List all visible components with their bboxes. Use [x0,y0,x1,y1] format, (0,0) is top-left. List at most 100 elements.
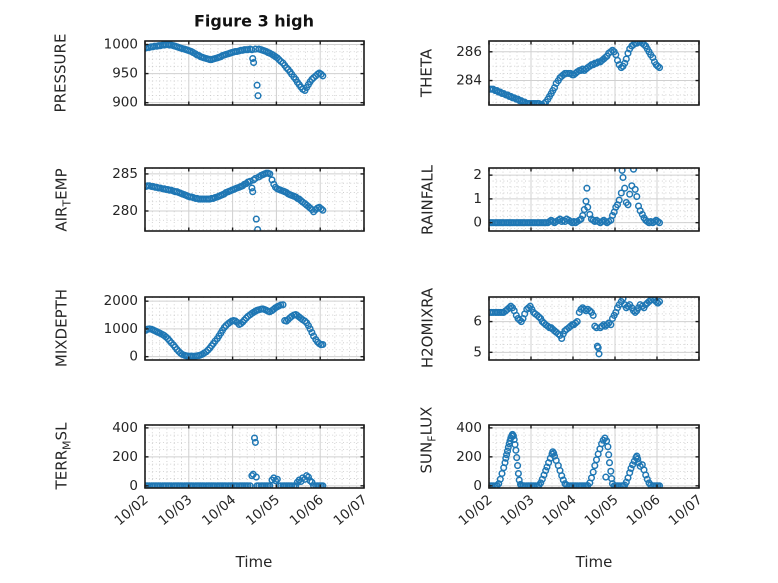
terr-msl-xtick-label: 10/06 [287,492,327,529]
ylabel-air-temp: AIRTEMP [53,168,74,231]
ylabel-terr-msl-sub: M [60,440,74,450]
pressure-subplot: 900 950 1000 [104,36,365,111]
sun-flux-ticks [488,425,700,488]
h2omixra-ytick-labels: 56 [473,314,482,361]
air-temp-ytick-labels: 280 285 [112,166,138,219]
air-temp-ytick-label: 285 [112,166,138,182]
terr-msl-ytick-labels: 0 200 400 [112,420,138,494]
sun-flux-xtick-label: 10/07 [665,492,705,529]
rainfall-ytick-label: 1 [473,191,482,207]
ylabel-pressure: PRESSURE [52,34,73,113]
h2omixra-frame [488,296,700,361]
rainfall-data-points [489,168,664,227]
sun-flux-xtick-label: 10/05 [581,492,621,529]
xlabel-time-right: Time [575,553,613,571]
theta-ytick-label: 284 [456,73,482,89]
ylabel-h2omixra-text: H2OMIXRA [418,287,437,369]
terr-msl-xtick-label: 10/04 [199,492,239,529]
air-temp-ytick-label: 280 [112,203,138,219]
terr-msl-subplot: 0 200 400 10/02 10/03 10/04 10/05 10/06 10/07 [111,420,370,529]
h2omixra-subplot: 56 [473,296,700,361]
air-temp-data-points [145,169,327,231]
sun-flux-ytick-label: 0 [473,478,482,494]
ylabel-theta: THETA [418,49,439,97]
sun-flux-xtick-labels: 10/02 10/03 10/04 10/05 10/06 10/07 [455,492,705,529]
terr-msl-ytick-label: 0 [129,478,138,494]
mixdepth-ytick-label: 0 [129,349,138,365]
terr-msl-xtick-labels: 10/02 10/03 10/04 10/05 10/06 10/07 [111,492,370,529]
pressure-ytick-label: 950 [112,66,138,82]
terr-msl-xtick-label: 10/02 [111,492,151,529]
pressure-ytick-label: 1000 [104,36,138,52]
air-temp-ticks [144,168,365,231]
ylabel-rainfall: RAINFALL [419,165,440,235]
mixdepth-data-points [145,301,327,360]
terr-msl-ytick-label: 200 [112,449,138,465]
theta-ytick-labels: 284 286 [456,44,482,89]
rainfall-ytick-label: 0 [473,215,482,231]
rainfall-ticks [488,168,700,231]
theta-data-points [489,41,664,105]
terr-msl-xtick-label: 10/03 [155,492,195,529]
h2omixra-ytick-label: 6 [473,314,482,330]
terr-msl-ytick-label: 400 [112,420,138,436]
ylabel-terr-msl: TERRMSL [53,423,74,490]
ylabel-sun-flux-sub: F [425,435,439,442]
air-temp-subplot: 280 285 [112,166,365,232]
figure-title: Figure 3 high [194,11,314,31]
pressure-ticks [144,41,365,105]
ylabel-air-temp-sub: T [60,199,74,207]
ylabel-air-temp-post: EMP [52,168,71,200]
sun-flux-major-grid [489,425,699,488]
terr-msl-data-points [145,434,327,488]
theta-ytick-label: 286 [456,44,482,60]
ylabel-sun-flux: SUNFLUX [418,407,439,474]
ylabel-sun-flux-text: SUN [417,441,436,474]
mixdepth-ytick-label: 1000 [104,321,138,337]
pressure-data-points [145,41,327,100]
mixdepth-ticks [144,297,365,360]
rainfall-subplot: 0 1 2 [473,167,700,232]
ylabel-sun-flux-post: LUX [417,406,436,436]
ylabel-air-temp-text: AIR [52,206,71,232]
ylabel-pressure-text: PRESSURE [51,33,70,113]
h2omixra-ticks [488,297,700,360]
h2omixra-ytick-label: 5 [473,344,482,360]
ylabel-mixdepth-text: MIXDEPTH [52,288,71,368]
sun-flux-xtick-label: 10/02 [455,492,495,529]
mixdepth-ytick-label: 2000 [104,293,138,309]
terr-msl-xtick-label: 10/05 [243,492,283,529]
air-temp-frame [144,167,365,232]
sun-flux-xtick-label: 10/03 [497,492,537,529]
xlabel-time-left: Time [235,553,273,571]
sun-flux-subplot: 0 200 400 10/02 10/03 10/04 10/05 10/06 10/07 [455,420,705,529]
theta-minor-grid [489,41,699,105]
ylabel-theta-text: THETA [417,48,436,98]
theta-subplot: 284 286 [456,40,700,106]
rainfall-ytick-label: 2 [473,167,482,183]
terr-msl-xtick-label: 10/07 [330,492,370,529]
sun-flux-ytick-labels: 0 200 400 [456,420,482,494]
mixdepth-major-grid [145,297,364,360]
mixdepth-subplot: 0 1000 2000 [104,293,365,365]
theta-ticks [488,41,700,105]
sun-flux-ytick-label: 200 [456,449,482,465]
ylabel-terr-msl-post: SL [52,422,71,441]
sun-flux-ytick-label: 400 [456,420,482,436]
ylabel-h2omixra: H2OMIXRA [419,288,440,368]
h2omixra-data-points [489,297,664,358]
theta-frame [488,40,700,106]
rainfall-ytick-labels: 0 1 2 [473,167,482,231]
sun-flux-xtick-label: 10/04 [539,492,579,529]
sun-flux-xtick-label: 10/06 [623,492,663,529]
ylabel-terr-msl-text: TERR [52,449,71,490]
ylabel-rainfall-text: RAINFALL [418,165,437,235]
pressure-ytick-labels: 900 950 1000 [104,36,138,110]
terr-msl-ticks [144,425,365,488]
ylabel-mixdepth: MIXDEPTH [53,289,74,367]
mixdepth-ytick-labels: 0 1000 2000 [104,293,138,365]
terr-msl-minor-grid [145,425,364,488]
pressure-ytick-label: 900 [112,95,138,111]
